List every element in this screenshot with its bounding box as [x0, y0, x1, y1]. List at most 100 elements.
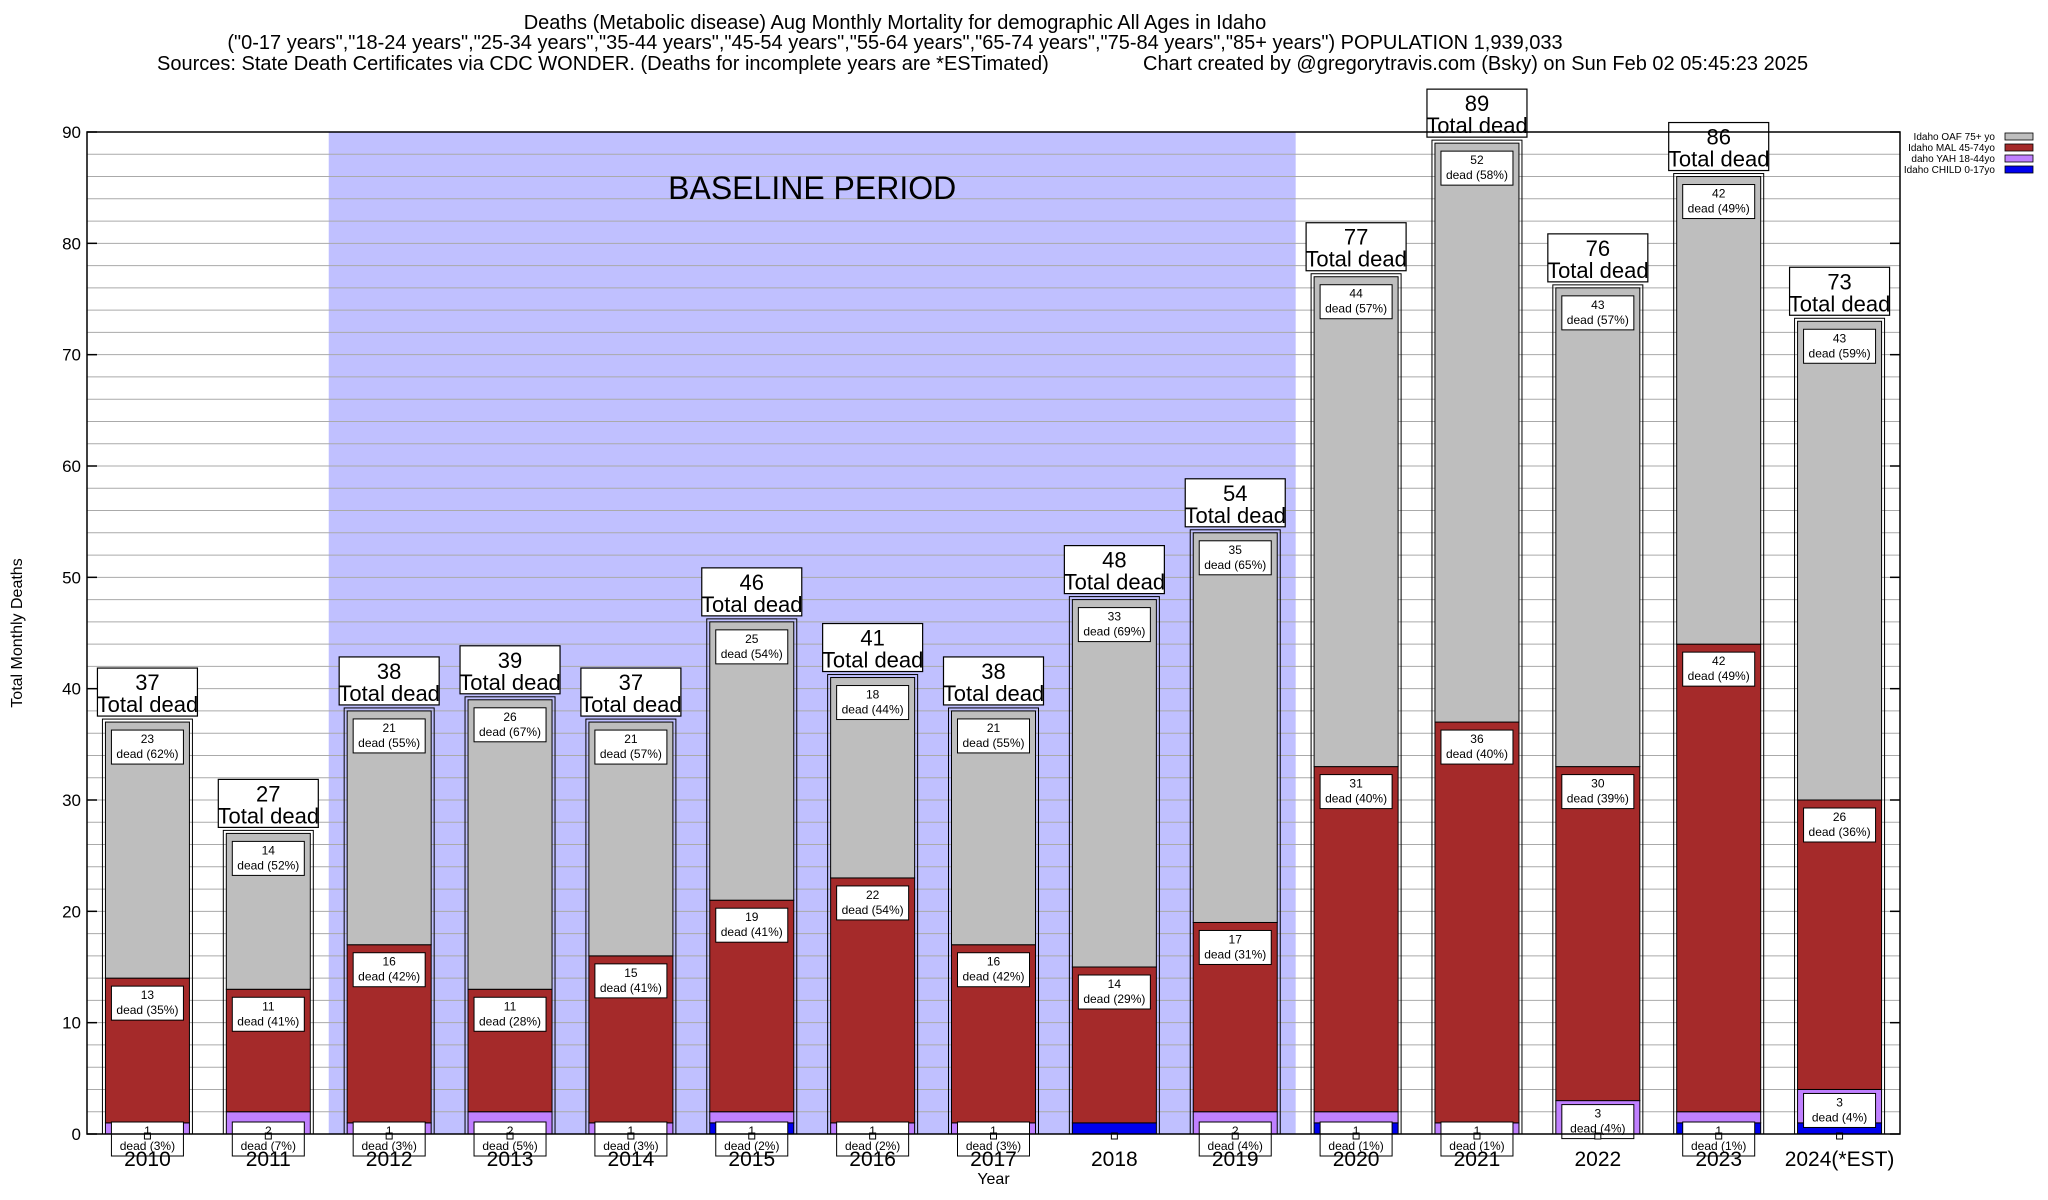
yah-label-pct: dead (3%) [361, 1139, 416, 1153]
total-suffix: Total dead [1064, 570, 1166, 595]
total-box [1305, 222, 1407, 272]
child-marker [1110, 1132, 1118, 1140]
oaf-label-pct: dead (54%) [721, 647, 783, 661]
total-value: 48 [1102, 548, 1126, 573]
oaf-label-pct: dead (69%) [1083, 625, 1145, 639]
yah-label-pct: dead (1%) [1691, 1139, 1746, 1153]
bar-yah [1676, 1111, 1762, 1124]
total-box [1788, 266, 1891, 316]
bar-oaf [1555, 287, 1641, 768]
oaf-label-value: 14 [262, 843, 276, 857]
oaf-label-box [1561, 295, 1635, 331]
total-box [1063, 544, 1165, 595]
oaf-label-box [352, 718, 426, 754]
bar-mal [1555, 766, 1641, 1102]
bar-oaf [467, 699, 553, 990]
mal-label-box [1319, 774, 1393, 810]
total-suffix: Total dead [943, 681, 1045, 706]
child-marker [385, 1132, 393, 1140]
mal-label-value: 22 [866, 888, 880, 902]
total-value: 89 [1465, 91, 1489, 116]
mal-label-box [473, 996, 547, 1032]
oaf-label-value: 35 [1229, 543, 1243, 557]
x-tick-label: 2018 [1091, 1148, 1138, 1171]
total-value: 86 [1706, 125, 1730, 150]
yah-label-value: 1 [386, 1124, 393, 1138]
mal-label-box [957, 952, 1030, 988]
total-suffix: Total dead [1305, 247, 1407, 272]
mal-label-box [1440, 729, 1514, 765]
bar-oaf [104, 721, 190, 979]
mal-label-box [1077, 974, 1151, 1010]
oaf-label-value: 21 [624, 732, 638, 746]
legend-label: Idaho OAF 75+ yo [1914, 132, 1996, 143]
yah-label-pct: dead (4%) [1570, 1122, 1625, 1136]
x-tick-label: 2021 [1454, 1148, 1501, 1171]
mal-label-value: 16 [382, 955, 396, 969]
bar-yah [709, 1111, 795, 1124]
x-tick-label: 2013 [487, 1148, 534, 1171]
bar-oaf [1071, 599, 1157, 968]
bar-oaf [1676, 176, 1762, 645]
yah-label-value: 2 [1232, 1124, 1239, 1138]
mal-label-value: 19 [745, 910, 759, 924]
total-box [96, 667, 199, 717]
oaf-label-pct: dead (55%) [358, 736, 420, 750]
mal-label-box [1682, 651, 1756, 687]
mal-label-value: 17 [1229, 932, 1243, 946]
yah-label-pct: dead (1%) [1328, 1139, 1383, 1153]
baseline-label: BASELINE PERIOD [668, 170, 956, 206]
total-value: 37 [619, 670, 643, 695]
yah-label-value: 1 [748, 1124, 755, 1138]
total-suffix: Total dead [97, 692, 199, 717]
yah-label-box [1803, 1092, 1877, 1128]
total-value: 46 [740, 570, 764, 595]
x-tick-label: 2011 [246, 1148, 291, 1171]
x-tick-label: 2015 [728, 1148, 775, 1171]
bar-oaf [1434, 142, 1520, 723]
total-value: 73 [1827, 269, 1851, 294]
yah-label-value: 1 [1474, 1124, 1481, 1138]
total-box [1184, 478, 1286, 528]
oaf-label-pct: dead (57%) [600, 747, 662, 761]
total-box [822, 622, 924, 673]
yah-label-pct: dead (3%) [603, 1139, 658, 1153]
total-suffix: Total dead [218, 803, 320, 828]
total-box [942, 656, 1045, 706]
mal-label-value: 30 [1591, 777, 1605, 791]
yah-label-pct: dead (1%) [1449, 1139, 1504, 1153]
x-tick-label: 2017 [970, 1148, 1017, 1171]
legend-label: daho YAH 18-44yo [1911, 154, 1995, 165]
mal-label-box [715, 907, 789, 943]
bar-oaf [1313, 276, 1399, 768]
yah-label-pct: dead (4%) [1208, 1139, 1263, 1153]
mal-label-pct: dead (40%) [1325, 792, 1387, 806]
total-suffix: Total dead [580, 692, 682, 717]
total-value: 27 [256, 781, 280, 806]
child-marker [1715, 1132, 1723, 1140]
total-box [580, 667, 682, 717]
child-marker [143, 1132, 151, 1140]
y-tick-label: 10 [62, 1014, 81, 1033]
mal-label-pct: dead (42%) [962, 970, 1024, 984]
yah-label-value: 3 [1836, 1095, 1843, 1109]
oaf-label-pct: dead (44%) [842, 703, 904, 717]
x-tick-label: 2023 [1695, 1148, 1742, 1171]
oaf-label-pct: dead (49%) [1688, 202, 1750, 216]
y-tick-label: 90 [62, 123, 81, 142]
legend-label: Idaho MAL 45-74yo [1908, 143, 1995, 154]
oaf-label-value: 52 [1470, 153, 1484, 167]
oaf-label-pct: dead (58%) [1446, 168, 1508, 182]
plot-frame [86, 131, 1901, 1135]
oaf-label-pct: dead (55%) [962, 736, 1024, 750]
mal-label-pct: dead (28%) [479, 1014, 541, 1028]
yah-label-value: 1 [1715, 1124, 1722, 1138]
bar-child [1071, 1122, 1157, 1135]
total-suffix: Total dead [1789, 291, 1891, 316]
total-value: 77 [1344, 225, 1368, 250]
total-box [217, 778, 319, 829]
x-tick-label: 2016 [849, 1148, 896, 1171]
mal-label-pct: dead (31%) [1204, 947, 1266, 961]
